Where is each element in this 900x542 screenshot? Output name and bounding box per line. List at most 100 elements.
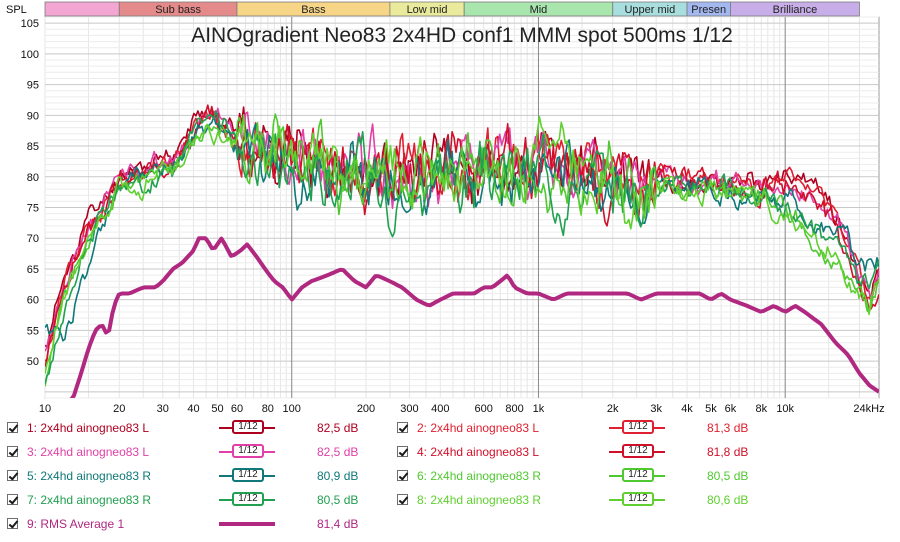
legend-entry: 7: 2x4hd ainogneo83 R 1/12 80,5 dB <box>7 490 397 510</box>
legend-series-name: 7: 2x4hd ainogneo83 R <box>27 493 152 507</box>
legend-series-name: 1: 2x4hd ainogneo83 L <box>27 421 150 435</box>
band-segment <box>44 1 120 17</box>
y-tick-label: 65 <box>27 264 39 276</box>
x-tick-label: 8k <box>755 403 767 415</box>
y-tick-label: 100 <box>21 49 39 61</box>
x-tick-label: 1k <box>533 403 545 415</box>
band-label: Low mid <box>407 4 448 16</box>
band-label: Bass <box>301 4 326 16</box>
series-lines <box>45 104 879 398</box>
series-line <box>45 114 879 374</box>
y-tick-label: 70 <box>27 233 39 245</box>
band-label: Sub bass <box>155 4 201 16</box>
band-bar: Sub bass Bass Low mid Mid Upper mid Presen Bri… <box>44 1 860 17</box>
y-tick-label: 90 <box>27 110 39 122</box>
y-tick-labels: 50 55 60 65 70 75 80 85 90 95 100 105 <box>21 18 39 368</box>
legend-smoothing-badge: 1/12 <box>622 444 654 458</box>
y-tick-label: 60 <box>27 295 39 307</box>
legend-smoothing-badge: 1/12 <box>622 492 654 506</box>
series-line <box>45 106 879 348</box>
legend-smoothing-badge: 1/12 <box>232 444 264 458</box>
x-tick-label: 600 <box>475 403 493 415</box>
x-tick-label: 5k <box>705 403 717 415</box>
legend-series-name: 5: 2x4hd ainogneo83 R <box>27 469 152 483</box>
legend-value: 82,5 dB <box>317 445 359 459</box>
legend-entry: 9: RMS Average 1 81,4 dB <box>7 514 397 534</box>
legend-series-name: 6: 2x4hd ainogneo83 R <box>417 469 542 483</box>
y-tick-label: 55 <box>27 325 39 337</box>
band-label: Presen <box>691 4 726 16</box>
series-line <box>45 110 879 362</box>
legend-smoothing-badge: 1/12 <box>622 420 654 434</box>
x-tick-label: 80 <box>262 403 274 415</box>
legend-entry: 4: 2x4hd ainogneo83 L 1/12 81,8 dB <box>397 442 787 462</box>
legend-checkbox[interactable] <box>7 422 18 433</box>
x-tick-label: 400 <box>431 403 449 415</box>
legend-value: 80,6 dB <box>707 493 749 507</box>
x-tick-label: 3k <box>650 403 662 415</box>
legend-entry: 3: 2x4hd ainogneo83 L 1/12 82,5 dB <box>7 442 397 462</box>
x-tick-label: 4k <box>681 403 693 415</box>
x-tick-label: 30 <box>157 403 169 415</box>
legend-checkbox[interactable] <box>7 518 18 529</box>
y-tick-label: 80 <box>27 172 39 184</box>
legend-series-name: 3: 2x4hd ainogneo83 L <box>27 445 150 459</box>
x-tick-label: 10k <box>776 403 794 415</box>
legend-entry: 2: 2x4hd ainogneo83 L 1/12 81,3 dB <box>397 418 787 438</box>
x-tick-label: 200 <box>357 403 375 415</box>
legend-checkbox[interactable] <box>7 494 18 505</box>
frequency-response-chart: Sub bass Bass Low mid Mid Upper mid Presen Bri… <box>6 1 885 415</box>
legend-value: 80,5 dB <box>317 493 359 507</box>
y-tick-label: 95 <box>27 80 39 92</box>
y-tick-label: 50 <box>27 356 39 368</box>
legend-value: 80,5 dB <box>707 469 749 483</box>
legend-line-swatch <box>219 522 275 526</box>
legend-entry: 6: 2x4hd ainogneo83 R 1/12 80,5 dB <box>397 466 787 486</box>
x-tick-label: 6k <box>725 403 737 415</box>
y-tick-label: 85 <box>27 141 39 153</box>
series-line <box>69 236 879 398</box>
legend-value: 81,4 dB <box>317 517 359 531</box>
legend-checkbox[interactable] <box>7 446 18 457</box>
x-tick-label: 60 <box>231 403 243 415</box>
band-label: Mid <box>530 4 548 16</box>
legend-entry: 1: 2x4hd ainogneo83 L 1/12 82,5 dB <box>7 418 397 438</box>
legend-value: 81,8 dB <box>707 445 749 459</box>
legend-smoothing-badge: 1/12 <box>232 468 264 482</box>
legend-series-name: 4: 2x4hd ainogneo83 L <box>417 445 540 459</box>
legend-checkbox[interactable] <box>397 446 408 457</box>
legend-smoothing-badge: 1/12 <box>622 468 654 482</box>
x-tick-labels: 10 20 30 40 50 60 80 100 200 300 400 600 800 1k 2k 3k 4k… <box>39 403 885 415</box>
x-tick-label: 40 <box>187 403 199 415</box>
legend-checkbox[interactable] <box>7 470 18 481</box>
x-tick-label: 300 <box>400 403 418 415</box>
legend-series-name: 9: RMS Average 1 <box>27 517 125 531</box>
x-tick-label: 2k <box>607 403 619 415</box>
legend-checkbox[interactable] <box>397 422 408 433</box>
legend-checkbox[interactable] <box>397 470 408 481</box>
legend-smoothing-badge: 1/12 <box>232 420 264 434</box>
legend-series-name: 8: 2x4hd ainogneo83 R <box>417 493 542 507</box>
x-tick-label: 24kHz <box>853 403 884 415</box>
legend-value: 82,5 dB <box>317 421 359 435</box>
y-tick-label: 75 <box>27 203 39 215</box>
legend-value: 81,3 dB <box>707 421 749 435</box>
series-line <box>45 110 879 384</box>
x-tick-label: 10 <box>39 403 51 415</box>
x-tick-label: 50 <box>211 403 223 415</box>
legend-entry: 5: 2x4hd ainogneo83 R 1/12 80,9 dB <box>7 466 397 486</box>
band-label: Brilliance <box>773 4 818 16</box>
x-tick-label: 800 <box>505 403 523 415</box>
band-label: Upper mid <box>624 4 675 16</box>
legend: 1: 2x4hd ainogneo83 L 1/12 82,5 dB 2: 2x4hd… <box>0 418 900 542</box>
x-tick-label: 20 <box>113 403 125 415</box>
legend-checkbox[interactable] <box>397 494 408 505</box>
y-tick-label: 105 <box>21 18 39 30</box>
chart-title: AINOgradient Neo83 2x4HD conf1 MMM spot … <box>191 24 733 47</box>
legend-entry: 8: 2x4hd ainogneo83 R 1/12 80,6 dB <box>397 490 787 510</box>
x-tick-label: 100 <box>283 403 301 415</box>
band-segment <box>730 1 860 17</box>
legend-series-name: 2: 2x4hd ainogneo83 L <box>417 421 540 435</box>
legend-value: 80,9 dB <box>317 469 359 483</box>
legend-smoothing-badge: 1/12 <box>232 492 264 506</box>
